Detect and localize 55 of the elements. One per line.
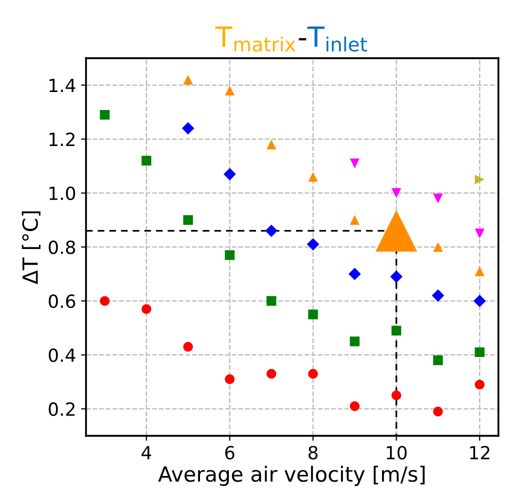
point xyxy=(266,296,276,306)
point xyxy=(474,228,485,238)
point xyxy=(142,304,152,314)
point xyxy=(432,289,444,302)
y-tick-label: 0.4 xyxy=(48,348,76,362)
point xyxy=(391,188,402,198)
y-tick-label: 0.8 xyxy=(48,240,76,254)
x-tick-label: 10 xyxy=(386,446,407,460)
y-tick-label: 0.2 xyxy=(48,402,74,416)
y-tick-label: 0.6 xyxy=(48,294,76,308)
point xyxy=(474,174,485,184)
point xyxy=(350,401,360,411)
point xyxy=(350,336,360,346)
y-axis-title: ΔT [°C] xyxy=(22,211,40,284)
point xyxy=(224,374,235,384)
point xyxy=(474,266,485,276)
point xyxy=(350,215,360,225)
point xyxy=(390,270,403,283)
point xyxy=(100,110,110,120)
point xyxy=(308,172,318,182)
point xyxy=(308,310,318,320)
y-tick-label: 1.2 xyxy=(50,132,74,146)
point xyxy=(350,158,360,168)
point xyxy=(433,194,443,204)
point xyxy=(265,224,278,237)
point xyxy=(391,326,402,336)
point xyxy=(266,368,276,379)
point xyxy=(474,347,485,358)
point xyxy=(224,250,235,260)
point xyxy=(306,238,320,250)
y-tick-label: 1.4 xyxy=(50,78,76,92)
point xyxy=(100,296,110,306)
x-tick-label: 6 xyxy=(225,446,234,460)
point xyxy=(433,355,443,366)
point xyxy=(348,268,361,280)
point xyxy=(308,368,318,379)
point xyxy=(183,342,193,352)
point xyxy=(142,156,152,166)
point xyxy=(224,168,236,180)
x-tick-label: 12 xyxy=(470,446,490,460)
x-tick-label: 8 xyxy=(308,446,318,460)
chart-title: T$_{matrix}$-T$_{inlet}$ xyxy=(215,26,367,52)
point xyxy=(391,390,402,400)
point xyxy=(474,380,485,390)
point xyxy=(183,215,193,225)
point xyxy=(433,242,443,252)
point xyxy=(183,74,193,85)
point xyxy=(266,140,276,150)
point xyxy=(473,294,486,308)
point xyxy=(182,122,194,134)
x-axis-title: Average air velocity [m/s] xyxy=(158,466,425,486)
x-tick-label: 4 xyxy=(142,446,152,460)
point xyxy=(433,406,443,416)
point xyxy=(224,86,235,96)
y-tick-label: 1.0 xyxy=(50,186,76,200)
